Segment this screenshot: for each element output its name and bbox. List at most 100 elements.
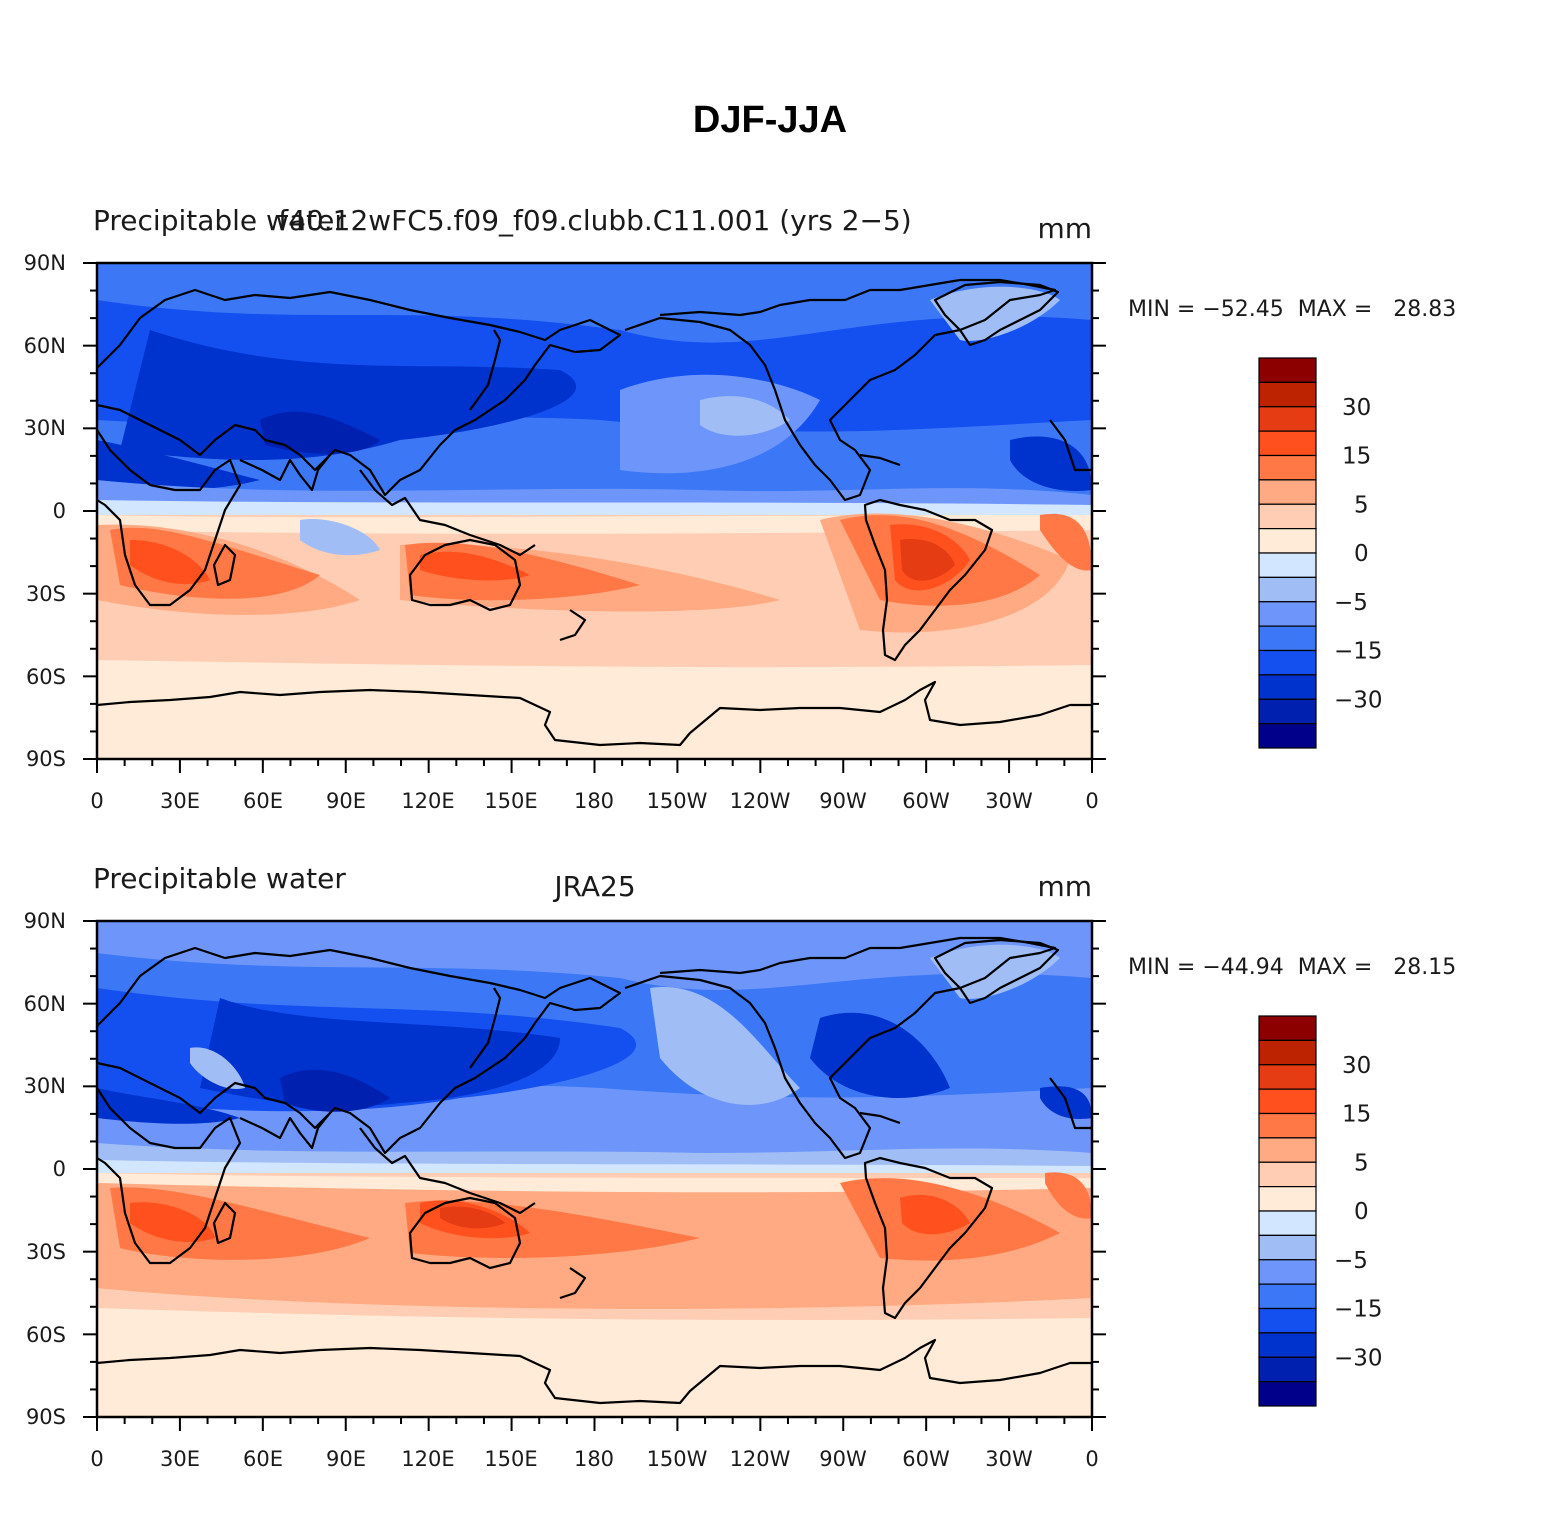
- latitude-label: 0: [53, 1157, 66, 1181]
- panel-left-label: Precipitable water: [93, 204, 346, 237]
- latitude-label: 30N: [24, 1074, 66, 1098]
- longitude-label: 30E: [160, 1447, 200, 1471]
- colorbar-box: [1258, 1161, 1317, 1188]
- colorbar-box: [1258, 528, 1317, 554]
- latitude-label: 90N: [24, 251, 66, 275]
- longitude-axis: 0 30E 60E 90E 120E 150E 180 150W 120W 90…: [90, 789, 1098, 813]
- colorbar-box: [1258, 576, 1317, 603]
- latitude-label: 30N: [24, 416, 66, 440]
- panel-case-label: JRA25: [552, 870, 635, 903]
- colorbar-box: [1258, 381, 1317, 408]
- longitude-axis: 0 30E 60E 90E 120E 150E 180 150W 120W 90…: [90, 1447, 1098, 1471]
- panel-case-label: f40.12wFC5.f09_f09.clubb.C11.001 (yrs 2−…: [278, 204, 911, 237]
- latitude-label: 0: [53, 499, 66, 523]
- colorbar-label: 0: [1354, 1199, 1369, 1225]
- colorbar-box: [1258, 1186, 1317, 1212]
- longitude-label: 60W: [902, 789, 950, 813]
- latitude-label: 90N: [24, 909, 66, 933]
- colorbar-box: [1258, 406, 1317, 432]
- colorbar-box: [1258, 1283, 1317, 1310]
- longitude-label: 0: [90, 789, 103, 813]
- longitude-label: 120E: [401, 789, 454, 813]
- latitude-label: 60N: [24, 992, 66, 1016]
- map-ticks: [83, 262, 1106, 773]
- colorbar-box: [1258, 1381, 1317, 1407]
- longitude-label: 120W: [730, 1447, 791, 1471]
- figure-title: DJF-JJA: [693, 99, 847, 141]
- colorbar-label: −5: [1334, 590, 1368, 616]
- colorbar-box: [1258, 1307, 1317, 1334]
- colorbar-box: [1258, 1112, 1317, 1139]
- model-panel: Precipitable water f40.12wFC5.f09_f09.cl…: [24, 204, 1457, 813]
- longitude-label: 120W: [730, 789, 791, 813]
- colorbar-box: [1258, 552, 1317, 578]
- colorbar-label: 15: [1342, 444, 1371, 470]
- latitude-label: 60S: [26, 665, 66, 689]
- colorbar-box: [1258, 503, 1317, 530]
- colorbar-label: 5: [1354, 1150, 1369, 1176]
- longitude-label: 180: [574, 789, 614, 813]
- colorbar-box: [1258, 625, 1317, 652]
- colorbar-label: −15: [1334, 1297, 1383, 1323]
- longitude-label: 90E: [326, 1447, 366, 1471]
- colorbar-box: [1258, 1015, 1317, 1041]
- latitude-label: 30S: [26, 582, 66, 606]
- latitude-label: 90S: [26, 1405, 66, 1429]
- longitude-label: 150W: [647, 789, 708, 813]
- latitude-label: 60S: [26, 1323, 66, 1347]
- longitude-label: 90E: [326, 789, 366, 813]
- latitude-label: 60N: [24, 334, 66, 358]
- longitude-label: 0: [1085, 789, 1098, 813]
- colorbar-label: −30: [1334, 1345, 1383, 1371]
- longitude-label: 30E: [160, 789, 200, 813]
- colorbar-box: [1258, 649, 1317, 676]
- latitude-axis: 90N 60N 30N 0 30S 60S 90S: [24, 251, 66, 771]
- colorbar-label: 30: [1342, 1053, 1371, 1079]
- colorbar-box: [1258, 1210, 1317, 1236]
- colorbar-box: [1258, 454, 1317, 481]
- colorbar-label: −30: [1334, 687, 1383, 713]
- colorbar-label: 5: [1354, 492, 1369, 518]
- longitude-label: 90W: [819, 789, 867, 813]
- colorbar-box: [1258, 1137, 1317, 1163]
- longitude-label: 30W: [985, 1447, 1033, 1471]
- longitude-label: 180: [574, 1447, 614, 1471]
- latitude-label: 90S: [26, 747, 66, 771]
- longitude-label: 0: [90, 1447, 103, 1471]
- longitude-label: 30W: [985, 789, 1033, 813]
- colorbar-box: [1258, 1332, 1317, 1358]
- colorbar-label: 15: [1342, 1102, 1371, 1128]
- colorbar-box: [1258, 601, 1317, 627]
- panel-units-label: mm: [1037, 212, 1092, 245]
- colorbar-label: −5: [1334, 1248, 1368, 1274]
- panel-left-label: Precipitable water: [93, 862, 346, 895]
- colorbar-label: −15: [1334, 639, 1383, 665]
- colorbar: 30 15 5 0 −5 −15 −30: [1258, 357, 1383, 749]
- longitude-label: 60W: [902, 1447, 950, 1471]
- colorbar-label: 0: [1354, 541, 1369, 567]
- panel-units-label: mm: [1037, 870, 1092, 903]
- colorbar-box: [1258, 1356, 1317, 1383]
- colorbar-box: [1258, 1259, 1317, 1285]
- precipitable-water-difference-map: [97, 263, 1092, 759]
- longitude-label: 150E: [484, 789, 537, 813]
- min-max-label: MIN = −52.45 MAX = 28.83: [1128, 297, 1456, 322]
- colorbar-box: [1258, 1088, 1317, 1115]
- latitude-label: 30S: [26, 1240, 66, 1264]
- latitude-axis: 90N 60N 30N 0 30S 60S 90S: [24, 909, 66, 1429]
- longitude-label: 150W: [647, 1447, 708, 1471]
- colorbar-box: [1258, 1064, 1317, 1090]
- longitude-label: 120E: [401, 1447, 454, 1471]
- colorbar-box: [1258, 674, 1317, 700]
- colorbar-label: 30: [1342, 395, 1371, 421]
- colorbar-box: [1258, 357, 1317, 383]
- map-ticks: [83, 920, 1106, 1431]
- colorbar-box: [1258, 1039, 1317, 1066]
- colorbar-box: [1258, 1234, 1317, 1261]
- precipitable-water-difference-map: [97, 921, 1092, 1417]
- longitude-label: 60E: [243, 789, 283, 813]
- observation-panel: Precipitable water JRA25 mm: [24, 862, 1457, 1471]
- longitude-label: 0: [1085, 1447, 1098, 1471]
- longitude-label: 60E: [243, 1447, 283, 1471]
